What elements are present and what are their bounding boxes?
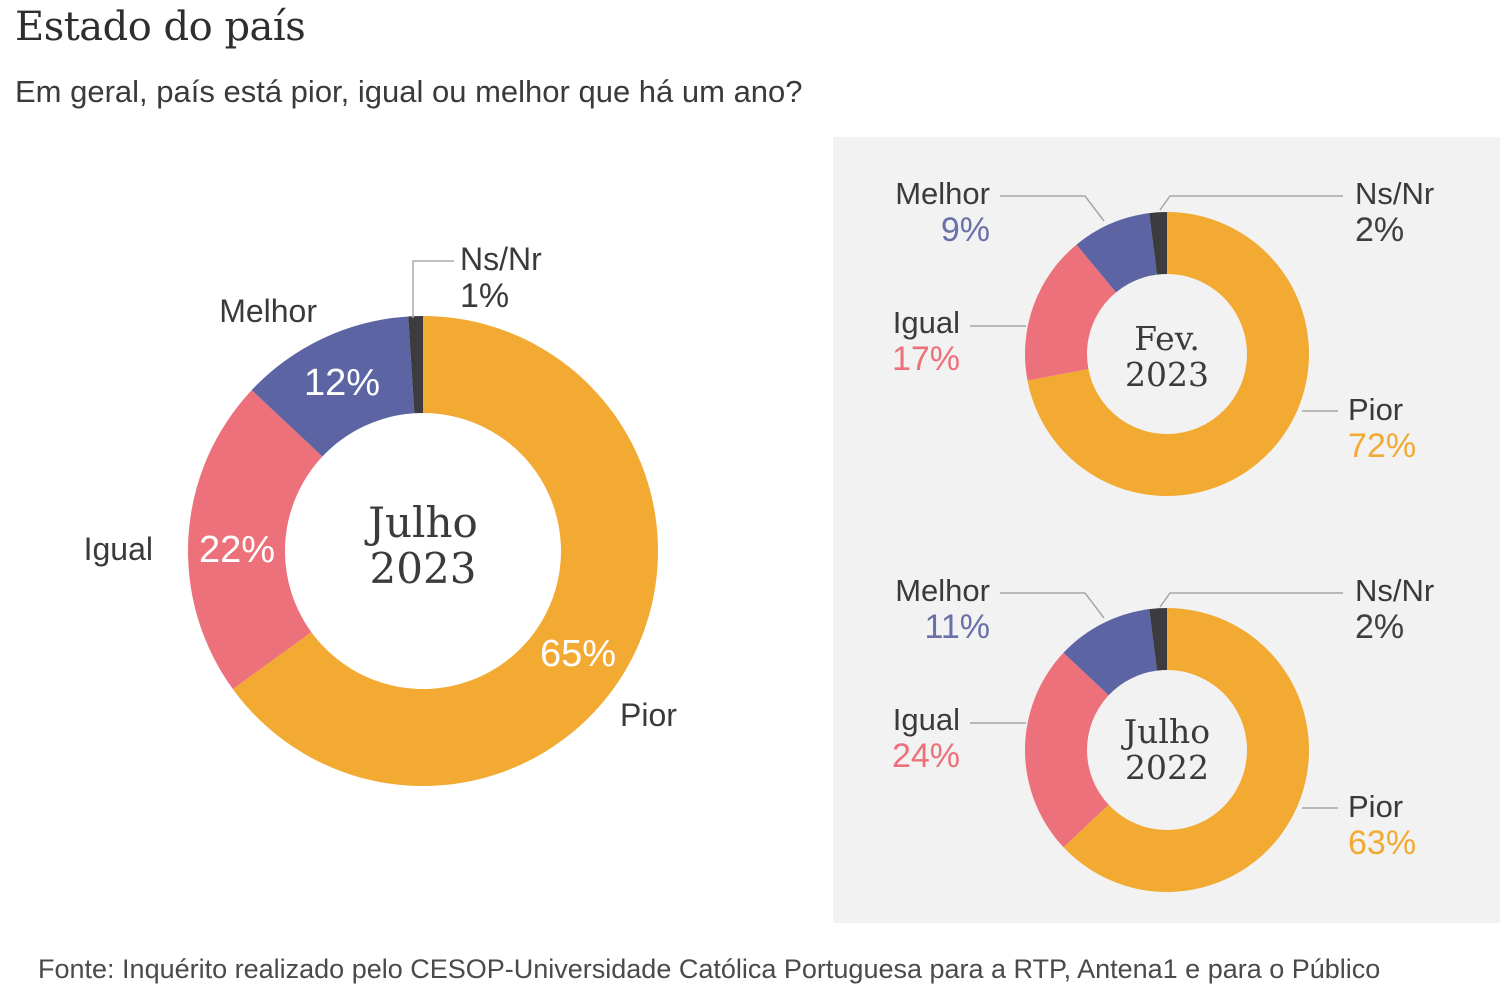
slice-pior bbox=[232, 316, 658, 787]
category-label-melhor: Melhor bbox=[895, 176, 990, 211]
center-label-line: 2023 bbox=[370, 544, 477, 593]
category-label-igual: Igual bbox=[893, 702, 960, 737]
value-label-igual: 17% bbox=[892, 340, 960, 378]
slice-melhor bbox=[251, 316, 415, 457]
value-label-igual: 24% bbox=[892, 737, 960, 775]
center-label-line: 2022 bbox=[1125, 748, 1209, 787]
leader-line-ns-nr bbox=[1159, 195, 1343, 211]
category-label-pior: Pior bbox=[620, 697, 677, 733]
slice-ns-nr bbox=[1149, 608, 1167, 671]
slice-ns-nr bbox=[1149, 212, 1167, 275]
center-label-line: Julho bbox=[364, 498, 478, 547]
category-label-pior: Pior bbox=[1348, 789, 1403, 824]
category-label-igual: Igual bbox=[893, 305, 960, 340]
center-label-line: Fev. bbox=[1134, 319, 1200, 358]
value-label-igual: 22% bbox=[199, 529, 275, 571]
slice-pior bbox=[1027, 212, 1309, 496]
value-label-pior: 63% bbox=[1348, 824, 1416, 862]
center-label-line: 2023 bbox=[1125, 355, 1209, 394]
value-label-melhor: 9% bbox=[941, 211, 990, 249]
slice-igual bbox=[187, 390, 323, 690]
leader-line-ns-nr bbox=[412, 260, 454, 318]
slice-melhor bbox=[1063, 609, 1157, 696]
value-label-ns-nr: 1% bbox=[460, 277, 509, 315]
category-label-melhor: Melhor bbox=[895, 573, 990, 608]
slice-melhor bbox=[1076, 213, 1157, 293]
category-label-ns-nr: Ns/Nr bbox=[460, 241, 542, 277]
value-label-melhor: 12% bbox=[304, 362, 380, 404]
slice-ns-nr bbox=[408, 316, 423, 414]
chart-subtitle: Em geral, país está pior, igual ou melho… bbox=[15, 74, 803, 109]
leader-line-melhor bbox=[1000, 195, 1105, 222]
value-label-pior: 72% bbox=[1348, 427, 1416, 465]
center-label-line: Julho bbox=[1121, 712, 1210, 751]
value-label-ns-nr: 2% bbox=[1355, 608, 1404, 646]
value-label-melhor: 11% bbox=[924, 608, 990, 646]
value-label-pior: 65% bbox=[540, 633, 616, 675]
category-label-melhor: Melhor bbox=[219, 293, 317, 329]
category-label-ns-nr: Ns/Nr bbox=[1355, 176, 1434, 211]
category-label-pior: Pior bbox=[1348, 392, 1403, 427]
slice-pior bbox=[1063, 608, 1310, 892]
leader-line-melhor bbox=[1000, 592, 1105, 619]
value-label-ns-nr: 2% bbox=[1355, 211, 1404, 249]
category-label-igual: Igual bbox=[84, 531, 153, 567]
slice-igual bbox=[1025, 244, 1117, 381]
category-label-ns-nr: Ns/Nr bbox=[1355, 573, 1434, 608]
chart-title: Estado do país bbox=[15, 4, 306, 50]
source-note: Fonte: Inquérito realizado pelo CESOP-Un… bbox=[38, 954, 1381, 984]
leader-line-ns-nr bbox=[1159, 592, 1343, 608]
slice-igual bbox=[1025, 652, 1109, 848]
